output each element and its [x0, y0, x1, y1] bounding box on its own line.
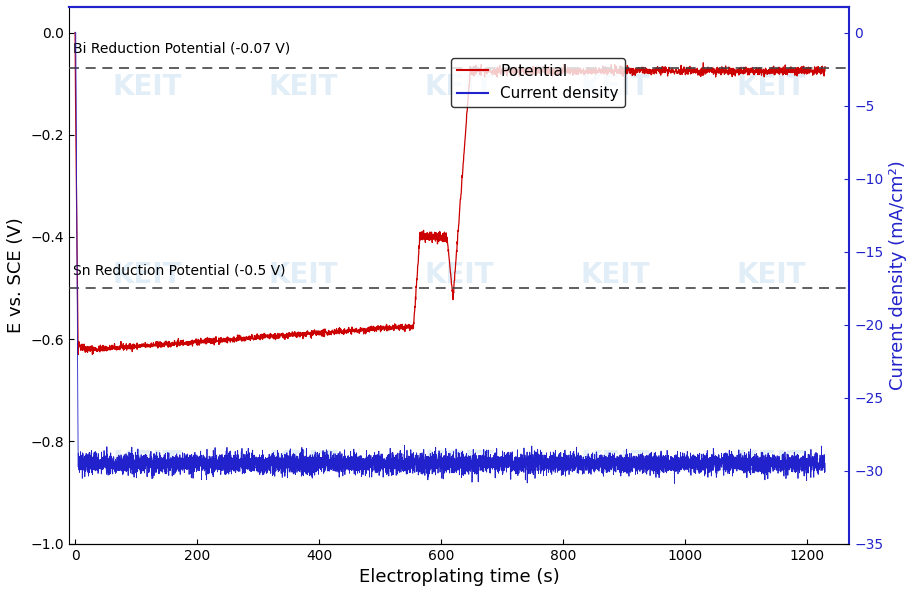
Text: Bi Reduction Potential (-0.07 V): Bi Reduction Potential (-0.07 V)	[73, 42, 290, 56]
Text: KEIT: KEIT	[424, 449, 494, 477]
Text: KEIT: KEIT	[580, 74, 650, 101]
Text: KEIT: KEIT	[269, 449, 338, 477]
Text: KEIT: KEIT	[424, 74, 494, 101]
Text: KEIT: KEIT	[269, 74, 338, 101]
Text: KEIT: KEIT	[737, 74, 806, 101]
Text: KEIT: KEIT	[112, 74, 182, 101]
Text: KEIT: KEIT	[424, 262, 494, 289]
Y-axis label: Current density (mA/cm²): Current density (mA/cm²)	[889, 161, 907, 390]
Legend: Potential, Current density: Potential, Current density	[452, 58, 624, 107]
Text: KEIT: KEIT	[580, 449, 650, 477]
X-axis label: Electroplating time (s): Electroplating time (s)	[359, 568, 559, 586]
Y-axis label: E vs. SCE (V): E vs. SCE (V)	[7, 218, 25, 333]
Text: KEIT: KEIT	[269, 262, 338, 289]
Text: KEIT: KEIT	[112, 262, 182, 289]
Text: KEIT: KEIT	[112, 449, 182, 477]
Text: Sn Reduction Potential (-0.5 V): Sn Reduction Potential (-0.5 V)	[73, 264, 285, 278]
Text: KEIT: KEIT	[737, 449, 806, 477]
Text: KEIT: KEIT	[580, 262, 650, 289]
Text: KEIT: KEIT	[737, 262, 806, 289]
